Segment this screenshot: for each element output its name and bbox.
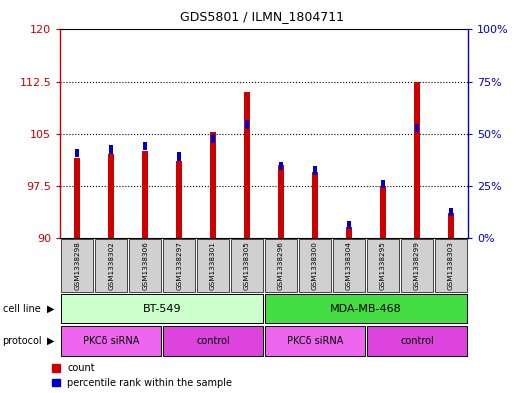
Text: ▶: ▶ xyxy=(47,336,54,346)
FancyBboxPatch shape xyxy=(163,239,196,292)
FancyBboxPatch shape xyxy=(61,325,162,356)
Text: GSM1338305: GSM1338305 xyxy=(244,241,250,290)
Bar xyxy=(346,227,352,238)
FancyBboxPatch shape xyxy=(435,239,468,292)
Bar xyxy=(415,124,419,132)
Bar xyxy=(278,165,284,238)
Text: GSM1338299: GSM1338299 xyxy=(414,241,420,290)
Text: GSM1338300: GSM1338300 xyxy=(312,241,318,290)
FancyBboxPatch shape xyxy=(61,239,94,292)
FancyBboxPatch shape xyxy=(265,239,298,292)
Bar xyxy=(347,221,351,230)
FancyBboxPatch shape xyxy=(401,239,434,292)
FancyBboxPatch shape xyxy=(299,239,332,292)
Text: BT-549: BT-549 xyxy=(143,303,181,314)
Bar xyxy=(245,120,249,129)
FancyBboxPatch shape xyxy=(265,325,366,356)
Text: GSM1338303: GSM1338303 xyxy=(448,241,454,290)
Text: GSM1338301: GSM1338301 xyxy=(210,241,216,290)
Text: GSM1338304: GSM1338304 xyxy=(346,241,352,290)
Text: MDA-MB-468: MDA-MB-468 xyxy=(330,303,402,314)
Bar xyxy=(448,213,454,238)
Bar xyxy=(108,154,114,238)
Legend: count, percentile rank within the sample: count, percentile rank within the sample xyxy=(52,363,233,388)
Bar xyxy=(380,185,386,238)
Text: protocol: protocol xyxy=(3,336,42,346)
Text: GSM1338295: GSM1338295 xyxy=(380,241,386,290)
Text: GSM1338306: GSM1338306 xyxy=(142,241,148,290)
Bar xyxy=(176,162,182,238)
Bar xyxy=(177,152,181,161)
FancyBboxPatch shape xyxy=(231,239,264,292)
Text: GSM1338298: GSM1338298 xyxy=(74,241,80,290)
Text: GSM1338296: GSM1338296 xyxy=(278,241,284,290)
Text: cell line: cell line xyxy=(3,303,40,314)
FancyBboxPatch shape xyxy=(367,239,400,292)
Bar xyxy=(75,149,79,157)
Bar xyxy=(143,142,147,150)
FancyBboxPatch shape xyxy=(197,239,230,292)
Text: GDS5801 / ILMN_1804711: GDS5801 / ILMN_1804711 xyxy=(179,10,344,23)
Bar xyxy=(449,208,453,216)
Bar xyxy=(74,158,80,238)
Bar xyxy=(279,162,283,171)
FancyBboxPatch shape xyxy=(163,325,264,356)
Text: control: control xyxy=(196,336,230,346)
Text: GSM1338302: GSM1338302 xyxy=(108,241,114,290)
FancyBboxPatch shape xyxy=(95,239,128,292)
Text: ▶: ▶ xyxy=(47,303,54,314)
FancyBboxPatch shape xyxy=(367,325,468,356)
FancyBboxPatch shape xyxy=(61,294,264,323)
Bar xyxy=(313,166,317,174)
Bar xyxy=(244,92,250,238)
Text: PKCδ siRNA: PKCδ siRNA xyxy=(83,336,139,346)
Bar xyxy=(109,145,113,154)
FancyBboxPatch shape xyxy=(265,294,468,323)
Bar xyxy=(312,172,318,238)
Bar xyxy=(211,134,215,143)
FancyBboxPatch shape xyxy=(129,239,162,292)
Bar xyxy=(142,151,148,238)
Bar xyxy=(414,81,420,238)
Bar xyxy=(210,132,216,238)
FancyBboxPatch shape xyxy=(333,239,366,292)
Text: GSM1338297: GSM1338297 xyxy=(176,241,182,290)
Text: PKCδ siRNA: PKCδ siRNA xyxy=(287,336,343,346)
Text: control: control xyxy=(400,336,434,346)
Bar xyxy=(381,180,385,189)
